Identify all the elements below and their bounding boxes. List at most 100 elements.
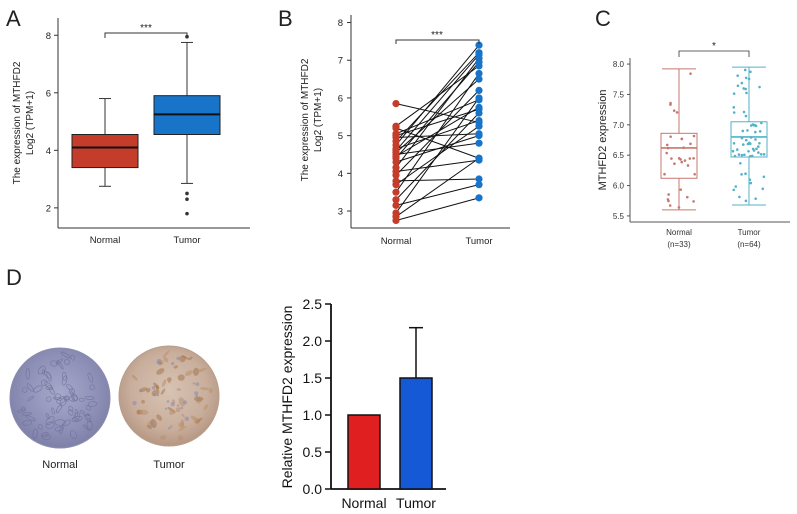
- normal-tissue-gland: [42, 369, 45, 375]
- c-jitter-point: [732, 106, 736, 109]
- b-point-tumor: [475, 116, 483, 125]
- tissue-label-tumor: Tumor: [153, 459, 185, 471]
- tumor-tissue-stain: [178, 397, 186, 407]
- b-pair-line: [395, 184, 480, 206]
- c-jitter-point: [735, 148, 739, 151]
- b-significance-bracket: [395, 39, 480, 44]
- c-jitter-point: [675, 111, 679, 114]
- c-jitter-point: [762, 153, 766, 156]
- tumor-tissue-stain: [156, 414, 163, 421]
- d-ytick-label: 1.0: [303, 407, 323, 423]
- b-pair-line: [395, 106, 480, 157]
- normal-tissue-gland: [33, 385, 43, 393]
- b-ytick-label: 7: [338, 56, 343, 67]
- tumor-tissue-stain: [160, 388, 166, 395]
- c-jitter-point: [754, 138, 757, 141]
- b-point-normal: [392, 147, 400, 155]
- c-jitter-point: [739, 161, 742, 165]
- normal-tissue-gland: [54, 393, 62, 400]
- c-xtick-normal-n: (n=33): [667, 240, 691, 249]
- c-jitter-point: [692, 200, 695, 203]
- b-point-normal: [392, 171, 400, 179]
- tissue-label-normal: Normal: [42, 459, 77, 471]
- panel-a-boxplot: The expression of MTHFD2 Log2 (TPM+1) 2 4…: [12, 18, 250, 246]
- tumor-tissue-nucleus: [167, 426, 171, 430]
- tumor-tissue-nucleus: [195, 395, 199, 398]
- c-ytick-label: 6.0: [613, 182, 625, 191]
- tumor-tissue-stain: [162, 350, 170, 358]
- b-pair-line: [395, 135, 480, 163]
- d-ytick-label: 2.0: [303, 333, 323, 349]
- tumor-tissue-nucleus: [170, 402, 175, 407]
- tumor-tissue-stain: [177, 435, 184, 441]
- tumor-tissue-nucleus: [153, 393, 156, 396]
- normal-tissue-gland: [87, 401, 98, 407]
- b-point-tumor: [475, 75, 483, 83]
- normal-tissue-gland: [25, 415, 36, 422]
- c-jitter-point: [742, 110, 746, 114]
- b-pair-line: [395, 61, 480, 159]
- c-jitter-point: [744, 76, 748, 80]
- c-jitter-point: [751, 147, 755, 151]
- normal-tissue-gland: [72, 416, 79, 422]
- tumor-tissue-nucleus: [192, 382, 196, 385]
- b-point-tumor: [475, 175, 483, 183]
- c-jitter-point: [679, 188, 683, 191]
- c-jitter-point: [670, 157, 673, 160]
- c-ytick-label: 7.0: [613, 121, 625, 130]
- d-bar-tumor: [399, 377, 433, 490]
- b-pair-line: [395, 120, 480, 150]
- c-box-tumor: [730, 121, 768, 158]
- tumor-tissue-stain: [146, 424, 152, 429]
- c-jitter-point: [750, 154, 754, 158]
- c-jitter-point: [748, 178, 752, 181]
- normal-tissue-gland: [63, 359, 70, 365]
- c-jitter-point: [749, 181, 753, 185]
- normal-tissue-gland: [84, 395, 95, 401]
- c-jitter-point: [758, 130, 762, 133]
- normal-tissue-gland: [21, 406, 26, 412]
- b-point-tumor: [475, 94, 483, 102]
- normal-tissue-gland: [26, 383, 34, 392]
- panel-d-barchart: Relative MTHFD2 expression 0.0 0.5 1.0 1.5 2…: [279, 296, 446, 511]
- c-jitter-point: [754, 197, 757, 200]
- normal-tissue-gland: [17, 408, 25, 413]
- tumor-tissue-stain: [141, 399, 145, 404]
- tumor-tissue-stain: [155, 384, 160, 391]
- tumor-tissue-nucleus: [166, 400, 170, 403]
- d-ytick-label: 1.5: [303, 370, 323, 386]
- c-jitter-point: [761, 187, 765, 191]
- c-jitter-point: [740, 173, 743, 176]
- b-pair-line: [395, 112, 480, 201]
- a-outlier: [185, 191, 189, 196]
- normal-tissue-gland: [79, 410, 85, 414]
- c-jitter-point: [751, 123, 755, 126]
- b-point-tumor: [475, 194, 483, 202]
- c-jitter-point: [672, 109, 676, 112]
- c-jitter-point: [760, 121, 763, 125]
- normal-tissue-gland: [54, 419, 66, 426]
- c-box-normal: [660, 132, 698, 179]
- c-jitter-point: [689, 142, 692, 146]
- c-xtick-tumor-n: (n=64): [737, 240, 761, 249]
- tumor-tissue-stain: [132, 374, 136, 378]
- tumor-tissue-stain: [199, 387, 210, 391]
- c-jitter-point: [663, 172, 666, 176]
- c-jitter-point: [679, 158, 682, 161]
- b-pair-line: [395, 178, 480, 182]
- b-pair-line: [395, 157, 480, 218]
- b-point-tumor: [475, 181, 483, 189]
- normal-tissue-texture: [17, 351, 98, 440]
- c-jitter-point: [669, 135, 672, 138]
- normal-tissue-gland: [45, 416, 55, 425]
- normal-tissue-gland: [70, 354, 75, 361]
- b-point-tumor: [475, 122, 483, 130]
- c-ytick-label: 6.5: [613, 151, 625, 160]
- tumor-tissue-stain: [161, 379, 167, 387]
- normal-tissue-gland: [48, 386, 55, 395]
- b-point-tumor: [475, 105, 483, 113]
- c-xtick-normal: Normal: [666, 228, 692, 237]
- normal-tissue-gland: [83, 413, 90, 417]
- b-pair-line: [395, 127, 480, 159]
